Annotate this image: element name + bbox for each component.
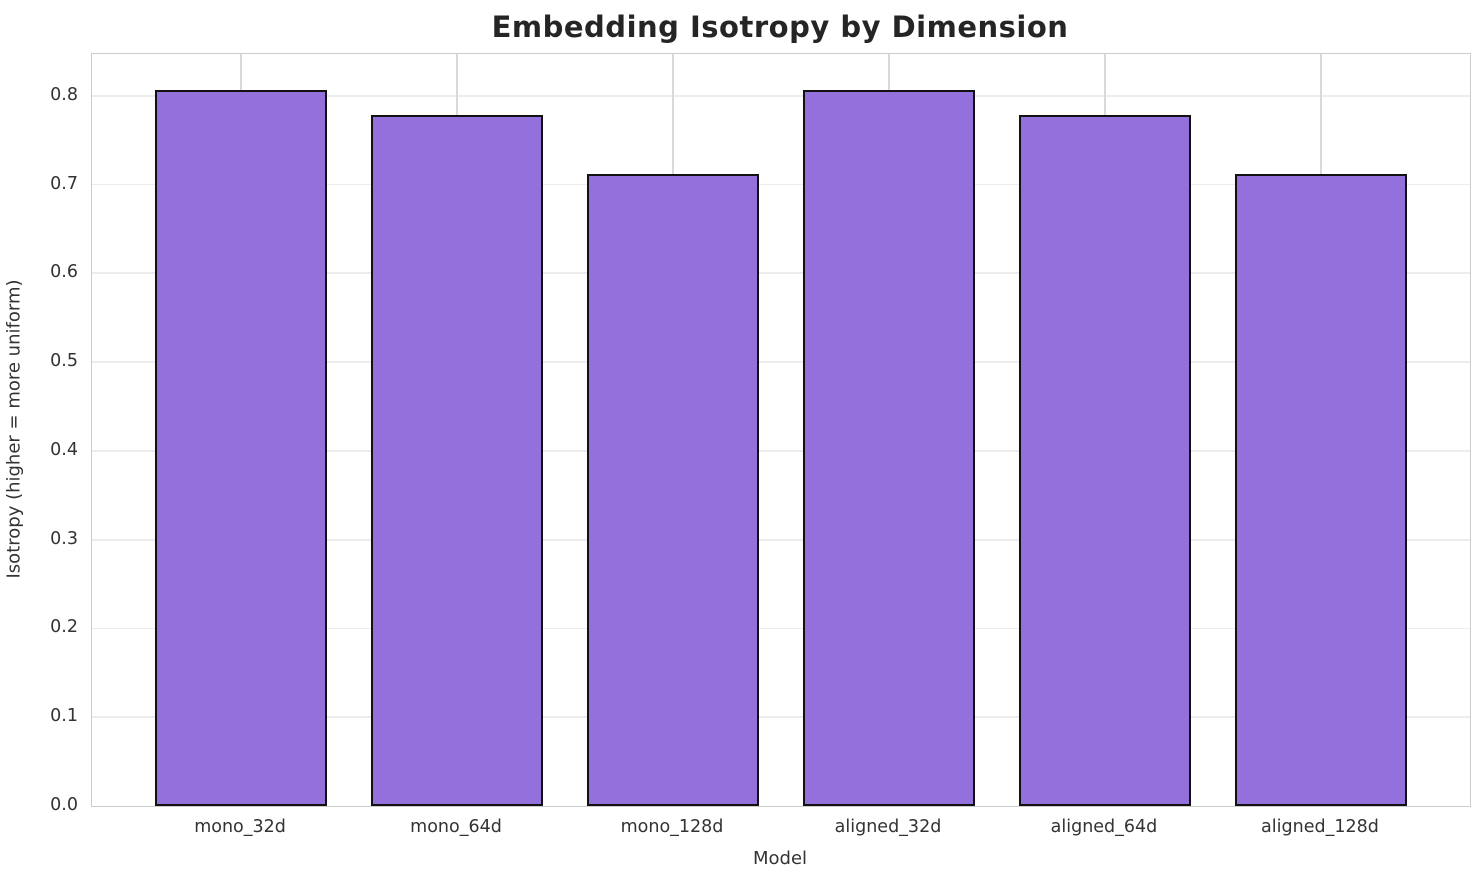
gridline-horizontal [92,538,1470,541]
gridline-horizontal [92,94,1470,97]
bar-aligned_64d [1018,115,1192,806]
x-tick-label: mono_128d [620,817,724,837]
gridline-horizontal [92,716,1470,719]
plot-area [91,53,1471,807]
bar-aligned_32d [802,89,976,806]
y-tick-label: 0.2 [50,617,78,638]
y-tick-label: 0.8 [50,84,78,105]
gridline-horizontal [92,272,1470,275]
y-tick-label: 0.1 [50,706,78,727]
y-tick-label: 0.0 [50,795,78,815]
gridline-horizontal [92,627,1470,630]
x-tick-label: mono_64d [410,817,502,837]
gridline-horizontal [92,449,1470,452]
chart-title: Embedding Isotropy by Dimension [491,10,1069,44]
x-tick-label: mono_32d [194,817,286,837]
bar-mono_128d [586,173,760,806]
y-tick-label: 0.5 [50,351,78,372]
y-tick-label: 0.3 [50,528,78,549]
gridline-horizontal [92,183,1470,186]
bar-mono_64d [370,115,544,806]
y-tick-label: 0.6 [50,262,78,283]
y-tick-label: 0.7 [50,173,78,194]
x-axis-label: Model [752,848,808,869]
y-tick-label: 0.4 [50,439,78,460]
gridline-horizontal [92,361,1470,363]
x-tick-label: aligned_32d [834,817,942,837]
x-tick-label: aligned_64d [1050,817,1158,837]
bar-aligned_128d [1234,173,1408,806]
bar-mono_32d [154,89,328,806]
x-tick-label: aligned_128d [1261,817,1379,837]
